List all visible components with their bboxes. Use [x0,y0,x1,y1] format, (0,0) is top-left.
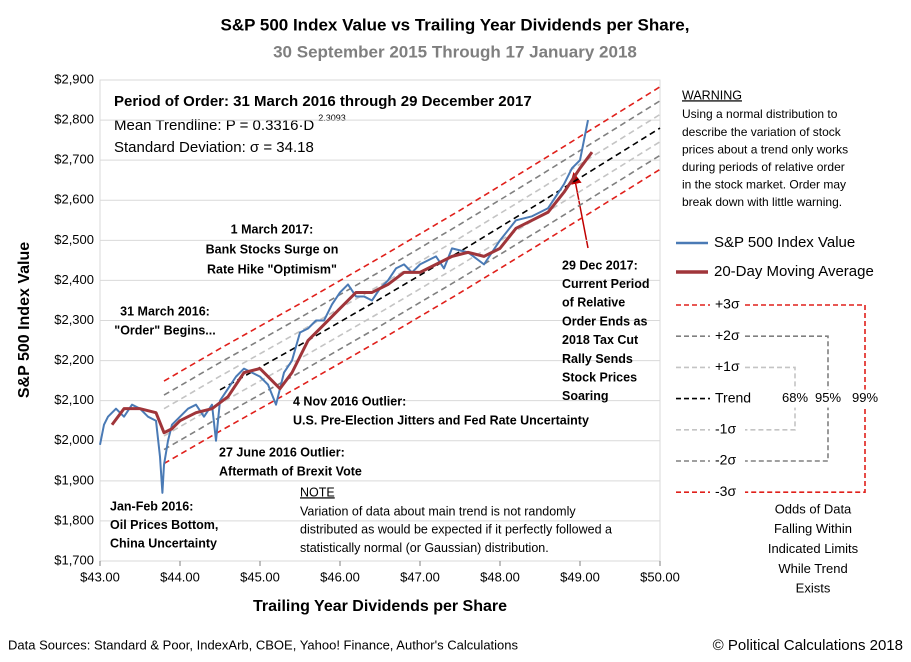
x-tick-label: $49.00 [560,569,600,584]
annotation: Order Ends as [562,314,647,328]
legend-label: -2σ [715,452,736,468]
trendline-exponent: 2.3093 [318,113,346,123]
band-line [163,100,661,396]
legend-label: Trend [715,389,751,405]
series-line [99,119,589,494]
odds-caption: Falling Within [774,521,852,536]
annotation: U.S. Pre-Election Jitters and Fed Rate U… [293,413,589,427]
note-text: distributed as would be expected if it p… [300,523,612,537]
legend-label: +3σ [715,296,740,312]
legend-label: -1σ [715,421,736,437]
odds-label: 99% [852,390,878,405]
y-axis-title: S&P 500 Index Value [16,242,33,398]
odds-caption: While Trend [778,561,847,576]
warning-text: describe the variation of stock [682,125,842,139]
trendline-formula: Mean Trendline: P = 0.3316·D [114,117,314,134]
note-text: Variation of data about main trend is no… [300,504,576,518]
annotation: Rate Hike "Optimism" [207,262,337,276]
odds-caption: Odds of Data [775,501,852,516]
odds-caption: Indicated Limits [768,541,859,556]
odds-label-bg [778,389,812,408]
x-tick-label: $46.00 [320,569,360,584]
odds-label: 95% [815,390,841,405]
warning-heading: WARNING [682,88,742,102]
y-tick-label: $2,700 [54,152,94,167]
stats-std-dev: Standard Deviation: σ = 34.18 [114,139,314,156]
warning-text: break down with little warning. [682,195,842,209]
annotation: Bank Stocks Surge on [206,242,339,256]
x-tick-label: $43.00 [80,569,120,584]
x-tick-label: $44.00 [160,569,200,584]
annotation: "Order" Begins... [114,323,215,337]
annotation: Oil Prices Bottom, [110,518,218,532]
chart-subtitle: 30 September 2015 Through 17 January 201… [273,42,637,61]
y-tick-label: $2,000 [54,432,94,447]
y-tick-label: $2,400 [54,272,94,287]
annotation: 27 June 2016 Outlier: [219,445,345,459]
annotation: 31 March 2016: [120,304,210,318]
y-tick-label: $1,700 [54,552,94,567]
x-tick-label: $45.00 [240,569,280,584]
annotation: 2018 Tax Cut [562,333,639,347]
chart-title: S&P 500 Index Value vs Trailing Year Div… [221,15,690,34]
warning-text: Using a normal distribution to [682,107,838,121]
annotation: China Uncertainty [110,536,217,550]
legend-label: -3σ [715,483,736,499]
x-tick-label: $48.00 [480,569,520,584]
odds-label: 68% [782,390,808,405]
y-tick-label: $2,300 [54,312,94,327]
legend-label: +1σ [715,358,740,374]
warning-text: during periods of relative order [682,160,845,174]
legend-label: +2σ [715,327,740,343]
odds-label-bg [811,389,845,408]
y-tick-label: $2,200 [54,352,94,367]
series-line [110,151,594,435]
annotation: Aftermath of Brexit Vote [219,464,362,478]
annotation: 1 March 2017: [231,222,314,236]
note-text: statistically normal (or Gaussian) distr… [300,541,549,555]
band-line [163,86,661,382]
source-note: Data Sources: Standard & Poor, IndexArb,… [8,637,519,652]
y-tick-label: $2,800 [54,112,94,127]
stats-trendline: Mean Trendline: P = 0.3316·D 2.3093 [114,113,346,134]
legend-label: S&P 500 Index Value [714,234,855,251]
annotation: Jan-Feb 2016: [110,499,193,513]
y-tick-label: $2,900 [54,71,94,86]
annotation: Soaring [562,389,609,403]
warning-text: in the stock market. Order may [682,178,846,192]
annotation: Current Period [562,277,650,291]
legend-label: 20-Day Moving Average [714,263,874,280]
x-tick-label: $50.00 [640,569,680,584]
copyright: © Political Calculations 2018 [713,637,903,654]
y-tick-label: $2,500 [54,232,94,247]
annotation: Rally Sends [562,352,633,366]
odds-bracket [745,304,866,493]
annotation: of Relative [562,296,625,310]
odds-caption: Exists [796,581,831,596]
y-tick-label: $1,900 [54,472,94,487]
band-line [163,154,661,451]
warning-text: prices about a trend only works [682,142,848,156]
annotation: Stock Prices [562,370,637,384]
annotation-arrow [569,172,589,249]
note-heading: NOTE [300,485,335,499]
y-tick-label: $2,600 [54,192,94,207]
x-tick-label: $47.00 [400,569,440,584]
x-axis-title: Trailing Year Dividends per Share [253,598,507,615]
odds-label-bg [848,389,882,408]
y-tick-label: $2,100 [54,392,94,407]
annotation: 4 Nov 2016 Outlier: [293,394,406,408]
y-tick-label: $1,800 [54,512,94,527]
stats-heading: Period of Order: 31 March 2016 through 2… [114,93,532,110]
band-line [163,113,661,410]
annotation: 29 Dec 2017: [562,258,638,272]
band-line [163,168,661,465]
